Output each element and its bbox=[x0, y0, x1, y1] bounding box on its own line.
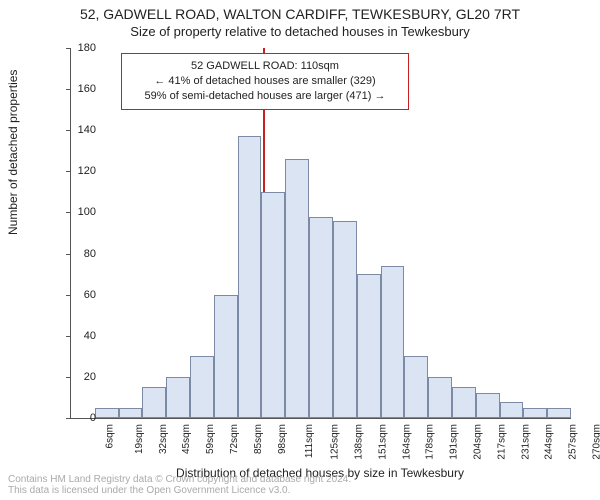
histogram-bar bbox=[452, 387, 476, 418]
annotation-line1: 52 GADWELL ROAD: 110sqm bbox=[130, 59, 400, 74]
chart-subtitle: Size of property relative to detached ho… bbox=[0, 24, 600, 39]
histogram-bar bbox=[476, 393, 500, 418]
x-tick-label: 111sqm bbox=[304, 424, 315, 458]
x-tick-label: 72sqm bbox=[229, 424, 240, 454]
y-tick-mark bbox=[66, 48, 70, 49]
histogram-bar bbox=[166, 377, 190, 418]
histogram-bar bbox=[142, 387, 166, 418]
histogram-bar bbox=[309, 217, 333, 418]
y-tick-mark bbox=[66, 89, 70, 90]
y-tick-label: 140 bbox=[66, 124, 96, 136]
x-tick-label: 6sqm bbox=[104, 424, 115, 448]
x-tick-label: 164sqm bbox=[401, 424, 412, 460]
y-tick-mark bbox=[66, 418, 70, 419]
histogram-bar bbox=[547, 408, 571, 418]
chart-title-address: 52, GADWELL ROAD, WALTON CARDIFF, TEWKES… bbox=[0, 6, 600, 22]
x-tick-label: 45sqm bbox=[181, 424, 192, 454]
y-tick-label: 60 bbox=[66, 289, 96, 301]
y-tick-mark bbox=[66, 171, 70, 172]
histogram-bar bbox=[428, 377, 452, 418]
x-tick-label: 98sqm bbox=[277, 424, 288, 454]
x-tick-label: 244sqm bbox=[544, 424, 555, 460]
x-tick-label: 59sqm bbox=[205, 424, 216, 454]
y-tick-label: 180 bbox=[66, 42, 96, 54]
y-tick-mark bbox=[66, 130, 70, 131]
y-tick-label: 0 bbox=[66, 412, 96, 424]
annotation-line3: 59% of semi-detached houses are larger (… bbox=[130, 89, 400, 104]
x-tick-label: 191sqm bbox=[449, 424, 460, 460]
y-tick-mark bbox=[66, 377, 70, 378]
plot-area: 52 GADWELL ROAD: 110sqm ← 41% of detache… bbox=[70, 48, 571, 419]
x-tick-label: 257sqm bbox=[568, 424, 579, 460]
histogram-bar bbox=[190, 356, 214, 418]
x-tick-label: 125sqm bbox=[330, 424, 341, 460]
x-tick-label: 178sqm bbox=[425, 424, 436, 460]
footer-attribution: Contains HM Land Registry data © Crown c… bbox=[8, 474, 351, 496]
y-tick-label: 160 bbox=[66, 83, 96, 95]
y-tick-label: 100 bbox=[66, 206, 96, 218]
histogram-bar bbox=[238, 136, 262, 418]
histogram-bar bbox=[95, 408, 119, 418]
x-tick-label: 270sqm bbox=[592, 424, 600, 460]
histogram-bar bbox=[357, 274, 381, 418]
y-tick-label: 80 bbox=[66, 248, 96, 260]
chart-container: 52, GADWELL ROAD, WALTON CARDIFF, TEWKES… bbox=[0, 0, 600, 500]
footer-line2: This data is licensed under the Open Gov… bbox=[8, 485, 351, 496]
histogram-bar bbox=[214, 295, 238, 418]
histogram-bar bbox=[404, 356, 428, 418]
y-tick-mark bbox=[66, 212, 70, 213]
histogram-bar bbox=[523, 408, 547, 418]
y-tick-mark bbox=[66, 295, 70, 296]
y-axis-label: Number of detached properties bbox=[6, 70, 20, 235]
histogram-bar bbox=[261, 192, 285, 418]
y-tick-mark bbox=[66, 254, 70, 255]
histogram-bar bbox=[119, 408, 143, 418]
x-tick-label: 32sqm bbox=[158, 424, 169, 454]
x-tick-label: 231sqm bbox=[520, 424, 531, 460]
x-tick-label: 217sqm bbox=[496, 424, 507, 460]
x-tick-label: 85sqm bbox=[253, 424, 264, 454]
x-tick-label: 19sqm bbox=[134, 424, 145, 454]
y-tick-label: 20 bbox=[66, 371, 96, 383]
annotation-box: 52 GADWELL ROAD: 110sqm ← 41% of detache… bbox=[121, 53, 409, 110]
annotation-line2: ← 41% of detached houses are smaller (32… bbox=[130, 74, 400, 89]
y-tick-label: 40 bbox=[66, 330, 96, 342]
histogram-bar bbox=[500, 402, 524, 418]
x-tick-label: 204sqm bbox=[473, 424, 484, 460]
histogram-bar bbox=[333, 221, 357, 418]
x-tick-label: 138sqm bbox=[354, 424, 365, 460]
x-tick-label: 151sqm bbox=[377, 424, 388, 460]
y-tick-mark bbox=[66, 336, 70, 337]
y-tick-label: 120 bbox=[66, 165, 96, 177]
histogram-bar bbox=[381, 266, 405, 418]
histogram-bar bbox=[285, 159, 309, 418]
footer-line1: Contains HM Land Registry data © Crown c… bbox=[8, 474, 351, 485]
